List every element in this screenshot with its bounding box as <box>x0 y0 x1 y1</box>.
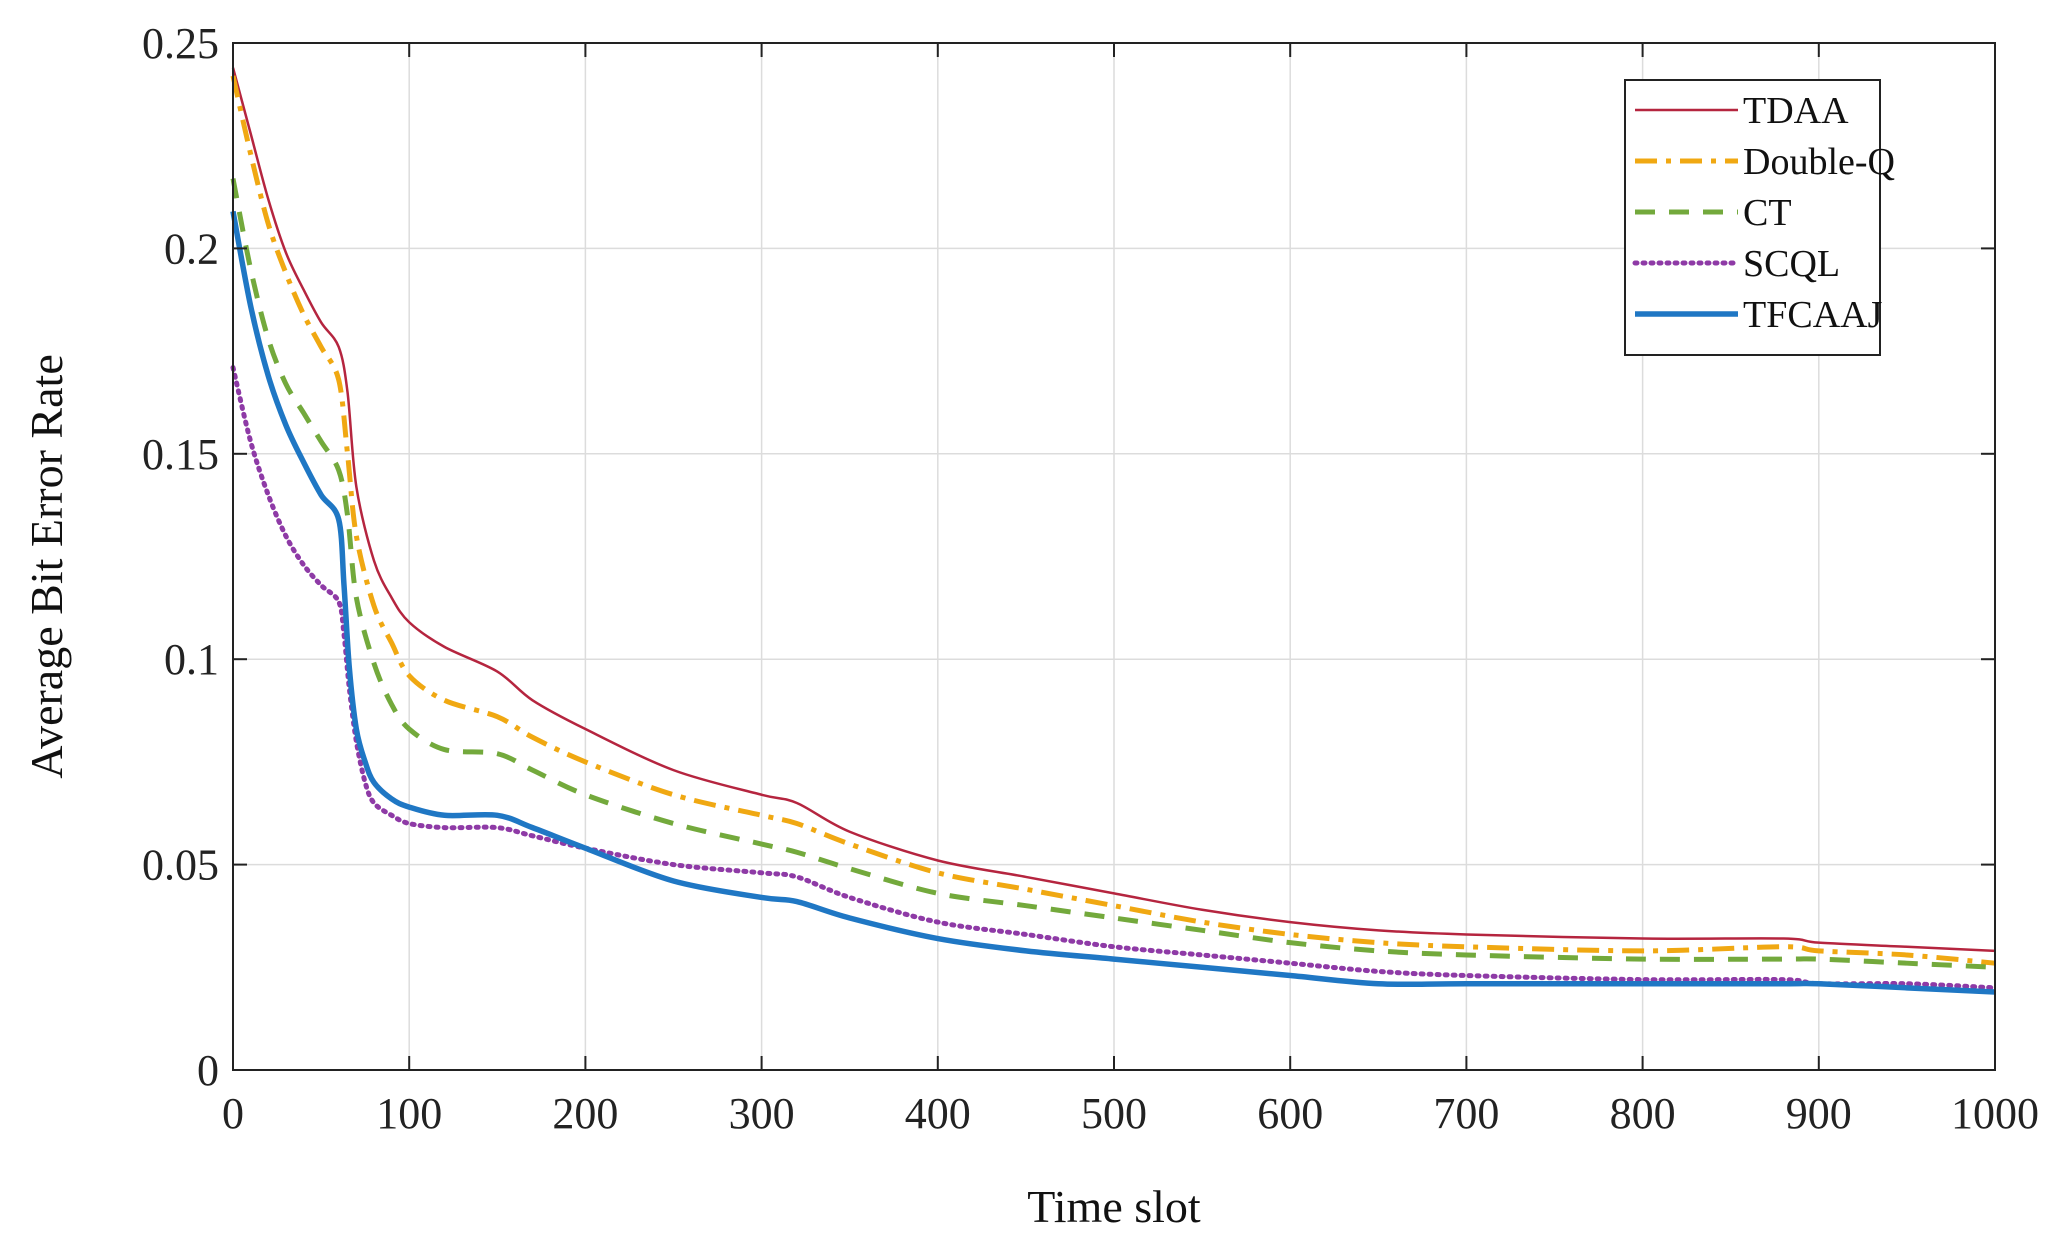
series-line-scql <box>230 365 1998 991</box>
y-tick-label: 0 <box>197 1046 219 1095</box>
x-tick-label: 100 <box>376 1089 442 1138</box>
legend-label-tdaa: TDAA <box>1743 90 1849 132</box>
x-tick-label: 0 <box>222 1089 244 1138</box>
legend-label-ct: CT <box>1743 192 1792 234</box>
x-axis-label: Time slot <box>1027 1181 1201 1232</box>
y-axis-label: Average Bit Error Rate <box>21 354 72 778</box>
y-tick-label: 0.05 <box>142 841 219 890</box>
y-tick-label: 0.15 <box>142 430 219 479</box>
legend: TDAA Double-Q CT SCQL TFCAAJ <box>1624 79 1895 356</box>
x-tick-label: 900 <box>1786 1089 1852 1138</box>
x-tick-label: 200 <box>552 1089 618 1138</box>
y-tick-label: 0.1 <box>164 635 219 684</box>
x-tick-label: 700 <box>1433 1089 1499 1138</box>
x-tick-label: 1000 <box>1951 1089 2039 1138</box>
legend-label-double-q: Double-Q <box>1743 141 1895 183</box>
legend-label-tfcaaj: TFCAAJ <box>1743 294 1882 336</box>
legend-label-scql: SCQL <box>1743 243 1840 285</box>
y-tick-label: 0.25 <box>142 19 219 68</box>
y-tick-label: 0.2 <box>164 224 219 273</box>
series-line-ct <box>230 178 1996 970</box>
x-tick-label: 300 <box>729 1089 795 1138</box>
x-tick-label: 800 <box>1610 1089 1676 1138</box>
legend-box <box>1624 79 1881 356</box>
axis-ticks: 0 100 200 300 400 500 600 700 800 900 1000 0 0.05 0.1… <box>142 19 2039 1138</box>
series-line-tdaa <box>231 67 1996 953</box>
series-line-tfcaaj <box>230 210 1996 995</box>
x-tick-label: 500 <box>1081 1089 1147 1138</box>
x-tick-label: 600 <box>1257 1089 1323 1138</box>
x-tick-label: 400 <box>905 1089 971 1138</box>
series-lines <box>230 67 1998 995</box>
